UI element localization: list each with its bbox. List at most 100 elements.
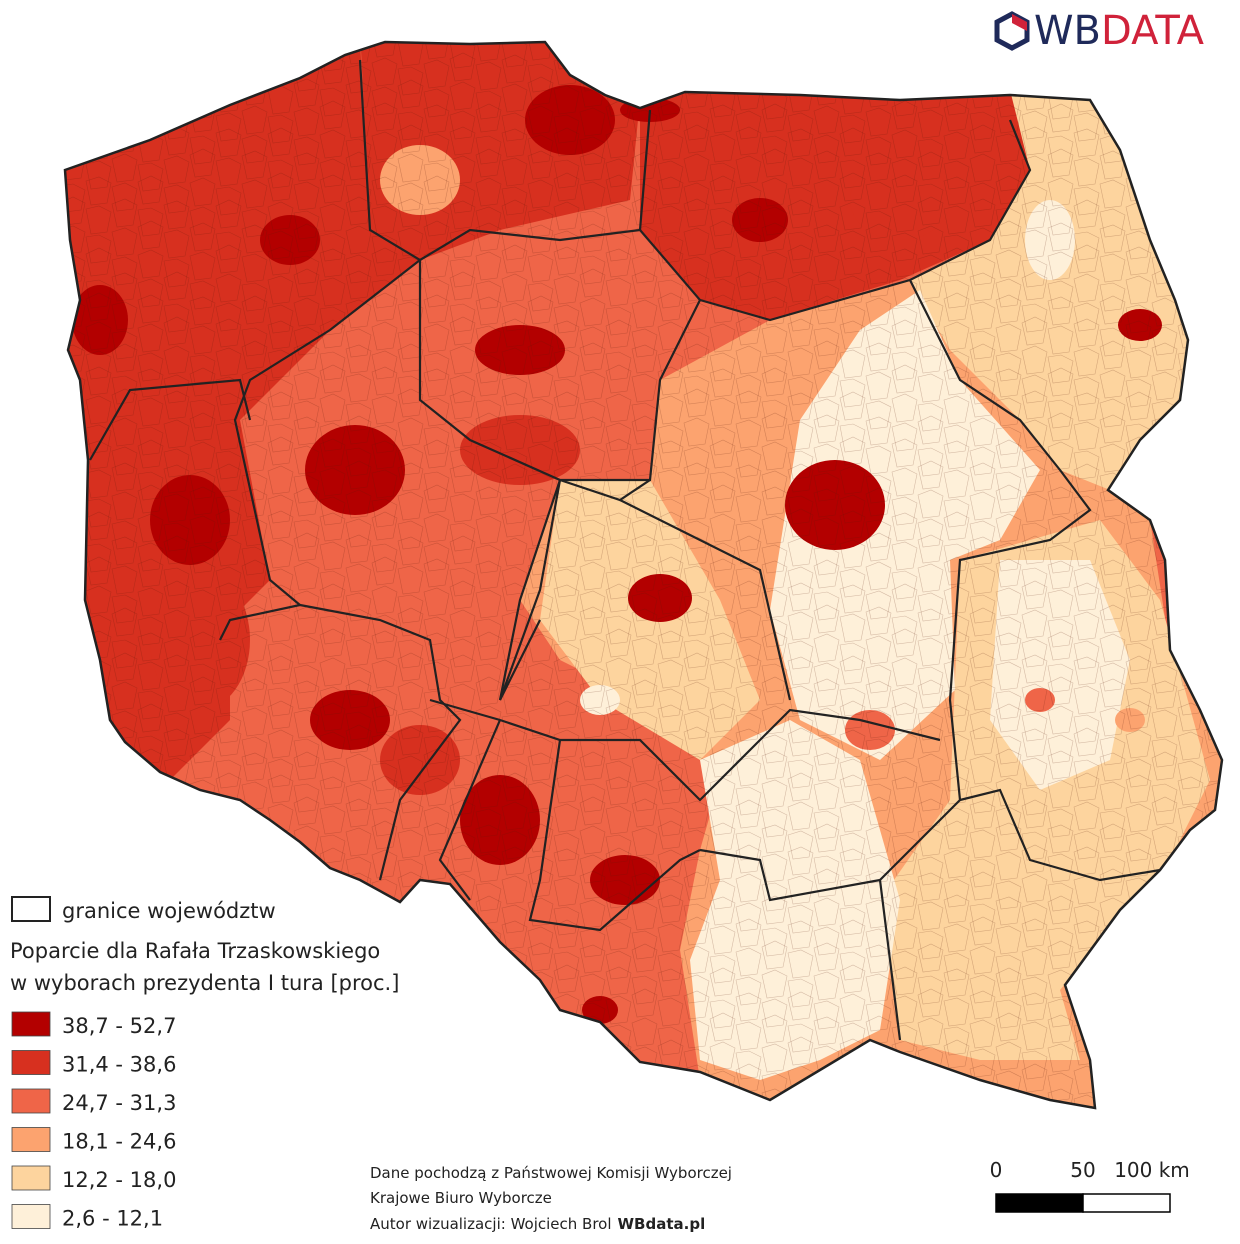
municipality bbox=[631, 637, 658, 667]
municipality bbox=[813, 179, 840, 209]
municipality bbox=[579, 371, 606, 401]
municipality bbox=[1125, 964, 1152, 994]
municipality bbox=[371, 350, 398, 380]
municipality bbox=[787, 991, 814, 1021]
municipality bbox=[761, 251, 788, 281]
municipality bbox=[449, 918, 476, 948]
municipality bbox=[267, 1038, 294, 1068]
municipality bbox=[657, 160, 684, 190]
municipality bbox=[1021, 918, 1048, 948]
municipality bbox=[501, 392, 528, 422]
municipality bbox=[1151, 680, 1178, 710]
municipality bbox=[423, 104, 450, 134]
municipality bbox=[449, 258, 476, 288]
municipality bbox=[943, 614, 970, 644]
municipality bbox=[761, 940, 788, 970]
municipality bbox=[241, 414, 268, 444]
municipality bbox=[137, 59, 164, 89]
municipality bbox=[501, 302, 528, 332]
region-cluster bbox=[1025, 688, 1055, 712]
municipality bbox=[527, 1045, 554, 1075]
municipality bbox=[631, 856, 658, 886]
municipality bbox=[917, 724, 944, 754]
municipality bbox=[631, 782, 658, 812]
municipality bbox=[215, 231, 242, 261]
municipality bbox=[241, 398, 268, 428]
municipality bbox=[1125, 85, 1152, 115]
municipality bbox=[969, 446, 996, 476]
municipality bbox=[709, 323, 736, 353]
municipality bbox=[189, 470, 216, 500]
municipality bbox=[501, 128, 528, 158]
municipality bbox=[137, 542, 164, 572]
municipality bbox=[1073, 347, 1100, 377]
municipality bbox=[683, 945, 710, 975]
municipality bbox=[397, 800, 424, 830]
municipality bbox=[449, 638, 476, 668]
municipality bbox=[85, 350, 112, 380]
municipality bbox=[839, 758, 866, 788]
municipality bbox=[65, 80, 86, 110]
municipality bbox=[813, 897, 840, 927]
municipality bbox=[891, 950, 918, 980]
municipality bbox=[1151, 181, 1178, 211]
municipality bbox=[1125, 349, 1152, 379]
municipality bbox=[1047, 486, 1074, 516]
municipality bbox=[865, 487, 892, 517]
municipality bbox=[813, 971, 840, 1001]
municipality bbox=[891, 995, 918, 1025]
municipality bbox=[917, 64, 944, 94]
municipality bbox=[735, 52, 762, 82]
municipality bbox=[969, 198, 996, 228]
municipality bbox=[371, 42, 398, 58]
municipality bbox=[475, 135, 502, 165]
municipality bbox=[475, 412, 502, 442]
municipality bbox=[709, 397, 736, 427]
municipality bbox=[501, 231, 528, 261]
municipality bbox=[995, 59, 1022, 89]
municipality bbox=[397, 1093, 424, 1108]
municipality bbox=[501, 714, 528, 744]
municipality bbox=[735, 1095, 762, 1108]
municipality bbox=[1047, 676, 1074, 706]
region-cluster bbox=[305, 425, 405, 515]
municipality bbox=[111, 111, 138, 141]
municipality bbox=[1047, 882, 1074, 912]
municipality bbox=[605, 731, 632, 761]
municipality bbox=[111, 227, 138, 257]
municipality bbox=[761, 206, 788, 236]
municipality bbox=[735, 419, 762, 449]
municipality bbox=[397, 607, 424, 637]
municipality bbox=[163, 52, 190, 82]
municipality bbox=[65, 711, 86, 741]
municipality bbox=[735, 271, 762, 301]
municipality bbox=[657, 395, 684, 425]
municipality bbox=[683, 726, 710, 756]
municipality bbox=[423, 587, 450, 617]
municipality bbox=[293, 255, 320, 285]
municipality bbox=[1099, 736, 1126, 766]
municipality bbox=[1073, 656, 1100, 686]
municipality bbox=[1073, 727, 1100, 757]
municipality bbox=[1073, 611, 1100, 641]
municipality bbox=[579, 664, 606, 694]
municipality bbox=[657, 556, 684, 586]
municipality bbox=[345, 415, 372, 445]
municipality bbox=[735, 1021, 762, 1051]
municipality bbox=[449, 303, 476, 333]
municipality bbox=[943, 440, 970, 470]
municipality bbox=[891, 203, 918, 233]
municipality bbox=[891, 1098, 918, 1108]
municipality bbox=[891, 306, 918, 336]
municipality bbox=[1073, 685, 1100, 715]
municipality bbox=[1151, 326, 1178, 356]
municipality bbox=[891, 351, 918, 381]
municipality bbox=[1203, 1046, 1222, 1076]
municipality bbox=[787, 392, 814, 422]
municipality bbox=[579, 400, 606, 430]
municipality bbox=[137, 42, 164, 60]
municipality bbox=[423, 513, 450, 543]
municipality bbox=[761, 61, 788, 91]
municipality bbox=[423, 471, 450, 501]
voivodeship-boundary bbox=[699, 119, 1032, 322]
